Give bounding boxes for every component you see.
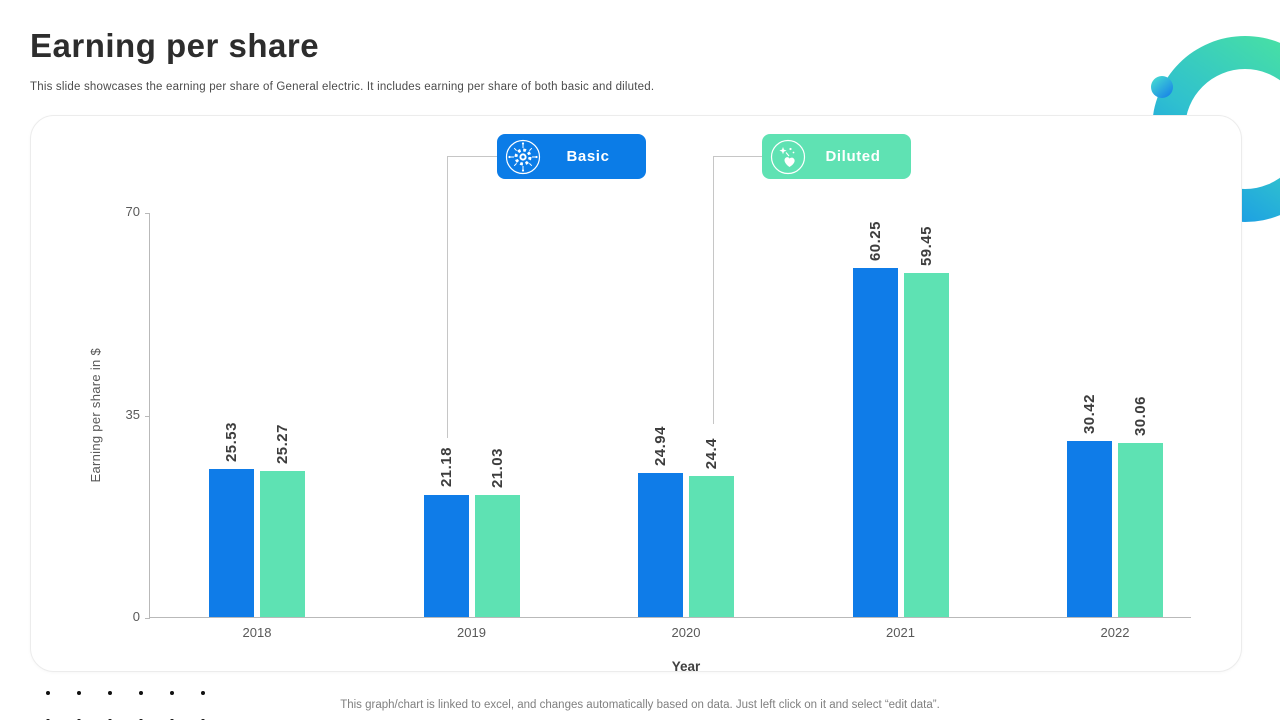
decor-dots-row — [46, 710, 232, 720]
y-axis-tick-mark — [145, 415, 150, 417]
basic-connector-line — [447, 156, 448, 438]
x-axis-tick-label: 2019 — [457, 625, 486, 640]
ring-ball — [1151, 76, 1173, 98]
decor-dots-row — [46, 682, 232, 700]
page-title: Earning per share — [30, 27, 320, 64]
y-axis-tick-label: 70 — [125, 204, 140, 219]
chart-card[interactable]: Basic Diluted Earning per share in $ 25.… — [30, 115, 1242, 674]
x-axis-title: Year — [671, 659, 701, 674]
bar-value-label: 59.45 — [917, 225, 935, 266]
bar-value-label: 25.53 — [223, 422, 240, 463]
y-axis-tick-label: 0 — [132, 609, 140, 624]
bar-value-label: 60.25 — [866, 221, 884, 262]
legend-label-basic: Basic — [566, 148, 610, 165]
y-axis-tick-mark — [145, 213, 150, 214]
bar-diluted-2019[interactable] — [474, 495, 520, 617]
bar-value-label: 24.4 — [703, 437, 720, 469]
bar-basic-2019[interactable] — [423, 494, 469, 617]
y-axis-tick-mark — [145, 618, 150, 619]
x-axis-tick-label: 2018 — [242, 625, 272, 640]
bar-value-label: 21.18 — [437, 447, 455, 488]
bar-diluted-2022[interactable] — [1118, 443, 1163, 617]
x-axis-tick-label: 2021 — [886, 625, 915, 640]
plot-area[interactable]: 25.53 25.27 2018 21.18 21.03 2019 24.94 24.4 202… — [126, 204, 1191, 674]
bar-value-label: 21.03 — [488, 448, 506, 489]
bar-diluted-2020[interactable] — [689, 475, 734, 617]
bar-value-label: 24.94 — [652, 425, 669, 466]
sparkle-heart-icon — [770, 139, 806, 174]
bar-diluted-2018[interactable] — [260, 470, 305, 617]
footer-note: This graph/chart is linked to excel, and… — [340, 699, 940, 711]
legend-label-diluted: Diluted — [825, 148, 881, 165]
bar-value-label: 25.27 — [274, 423, 291, 464]
x-axis-tick-label: 2022 — [1100, 625, 1130, 640]
x-axis-tick-label: 2020 — [671, 625, 701, 640]
legend-button-diluted[interactable]: Diluted — [762, 134, 911, 179]
basic-connector-line — [447, 156, 497, 157]
bar-value-label: 30.06 — [1132, 396, 1149, 437]
legend-button-basic[interactable]: Basic — [497, 134, 646, 179]
bar-basic-2018[interactable] — [209, 469, 254, 617]
page-subtitle: This slide showcases the earning per sha… — [30, 81, 655, 93]
diluted-connector-line — [713, 156, 762, 157]
y-axis-tick-label: 35 — [125, 406, 140, 422]
bar-basic-2021[interactable] — [852, 268, 898, 617]
diluted-connector-line — [713, 156, 714, 424]
bar-basic-2022[interactable] — [1067, 441, 1112, 617]
bar-basic-2020[interactable] — [638, 472, 683, 617]
gear-network-icon — [505, 139, 541, 174]
bar-diluted-2021[interactable] — [903, 273, 949, 617]
bar-value-label: 30.42 — [1081, 393, 1098, 434]
